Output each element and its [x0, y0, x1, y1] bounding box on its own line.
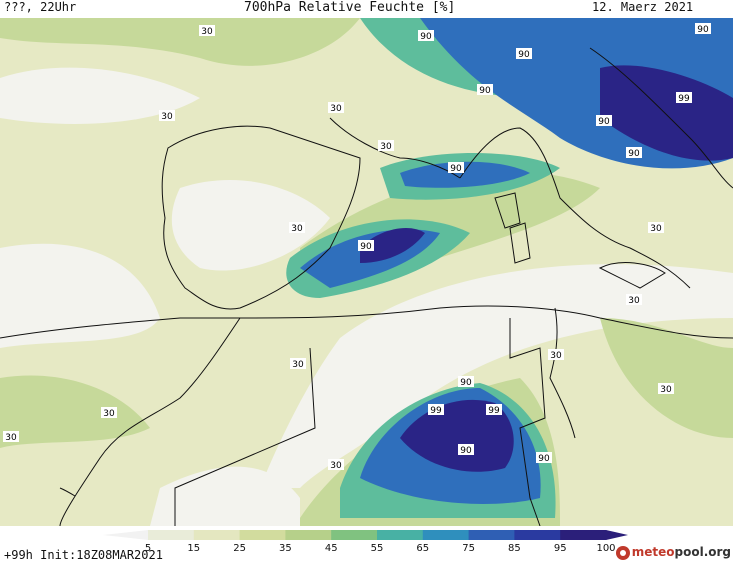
svg-text:30: 30 [201, 27, 213, 37]
brand-prefix: meteo [631, 545, 675, 559]
svg-text:30: 30 [650, 224, 662, 234]
svg-text:90: 90 [538, 454, 550, 464]
svg-text:30: 30 [628, 296, 640, 306]
legend-tick-label: 100 [596, 543, 615, 554]
map-title: 700hPa Relative Feuchte [%] [244, 0, 456, 15]
contour-label: 90 [358, 240, 374, 252]
legend-swatch [422, 530, 470, 540]
logo-icon [615, 545, 630, 560]
svg-text:99: 99 [488, 406, 500, 416]
legend-tick-label: 45 [325, 543, 338, 554]
legend-swatch [239, 530, 286, 540]
contour-label: 30 [159, 110, 175, 122]
legend-tick-label: 35 [279, 543, 292, 554]
svg-text:99: 99 [430, 406, 442, 416]
color-scale-bar: 5 15 25 35 45 55 65 75 85 95 100 [103, 530, 628, 554]
valid-date: 12. Maerz 2021 [592, 0, 694, 14]
brand-suffix: .org [703, 545, 731, 559]
contour-label: 30 [290, 358, 306, 370]
contour-label: 30 [378, 140, 394, 152]
contour-label: 30 [658, 383, 674, 395]
legend-tick-label: 85 [508, 543, 521, 554]
legend-swatch [514, 530, 561, 540]
contour-label: 99 [676, 92, 692, 104]
contour-label: 30 [289, 222, 305, 234]
contour-label: 99 [486, 404, 502, 416]
contour-label: 90 [448, 162, 464, 174]
svg-text:90: 90 [697, 25, 709, 35]
legend-swatch [377, 530, 424, 540]
saturated-cores [360, 65, 733, 472]
legend-tick-label: 95 [554, 543, 567, 554]
legend-tick-label: 25 [233, 543, 246, 554]
legend-arrow-right [606, 530, 628, 540]
contour-label: 90 [516, 48, 532, 60]
legend-swatch [331, 530, 378, 540]
contour-label: 99 [428, 404, 444, 416]
contour-label: 30 [548, 349, 564, 361]
svg-text:30: 30 [380, 142, 392, 152]
header-bar: ???, 22Uhr 700hPa Relative Feuchte [%] 1… [0, 0, 733, 18]
legend-arrow-left [103, 530, 148, 540]
legend-tick-label: 75 [462, 543, 475, 554]
contour-label: 90 [477, 84, 493, 96]
svg-text:99: 99 [678, 94, 690, 104]
legend-swatch [468, 530, 515, 540]
contour-label: 90 [458, 376, 474, 388]
legend-swatch [285, 530, 332, 540]
svg-text:30: 30 [161, 112, 173, 122]
legend-tick-label: 5 [145, 543, 151, 554]
contour-label: 90 [695, 23, 711, 35]
legend-swatch [193, 530, 241, 540]
contour-labels: 30 30 30 30 30 30 30 30 30 30 30 30 30 9… [3, 23, 711, 471]
brand-mid: pool [674, 545, 704, 559]
legend-tick-label: 55 [371, 543, 384, 554]
svg-text:30: 30 [550, 351, 562, 361]
svg-text:90: 90 [460, 446, 472, 456]
legend-swatch [560, 530, 607, 540]
forecast-time-label: ???, 22Uhr [4, 0, 77, 14]
svg-text:90: 90 [420, 32, 432, 42]
contour-label: 30 [648, 222, 664, 234]
svg-text:30: 30 [5, 433, 17, 443]
contour-label: 30 [199, 25, 215, 37]
contour-label: 30 [3, 431, 19, 443]
svg-text:30: 30 [103, 409, 115, 419]
legend-tick-label: 65 [416, 543, 429, 554]
svg-text:30: 30 [330, 104, 342, 114]
contour-label: 30 [101, 407, 117, 419]
brand-logo[interactable]: meteopool.org [615, 545, 731, 560]
contour-label: 30 [626, 294, 642, 306]
contour-label: 90 [536, 452, 552, 464]
svg-text:90: 90 [360, 242, 372, 252]
svg-text:90: 90 [628, 149, 640, 159]
svg-text:90: 90 [518, 50, 530, 60]
contour-label: 30 [328, 102, 344, 114]
legend: 5 15 25 35 45 55 65 75 85 95 100 [0, 526, 733, 566]
legend-swatch [148, 530, 195, 540]
svg-text:90: 90 [598, 117, 610, 127]
svg-text:30: 30 [292, 360, 304, 370]
contour-label: 90 [458, 444, 474, 456]
legend-tick-label: 15 [187, 543, 200, 554]
svg-text:90: 90 [460, 378, 472, 388]
contour-label: 90 [626, 147, 642, 159]
svg-text:90: 90 [479, 86, 491, 96]
contour-label: 90 [596, 115, 612, 127]
contour-label: 30 [328, 459, 344, 471]
svg-text:30: 30 [291, 224, 303, 234]
run-info: +99h Init:18Z08MAR2021 [4, 548, 163, 562]
coastlines [0, 47, 733, 526]
humidity-map: 30 30 30 30 30 30 30 30 30 30 30 30 30 9… [0, 18, 733, 526]
svg-text:30: 30 [660, 385, 672, 395]
svg-text:30: 30 [330, 461, 342, 471]
contour-label: 90 [418, 30, 434, 42]
svg-text:90: 90 [450, 164, 462, 174]
